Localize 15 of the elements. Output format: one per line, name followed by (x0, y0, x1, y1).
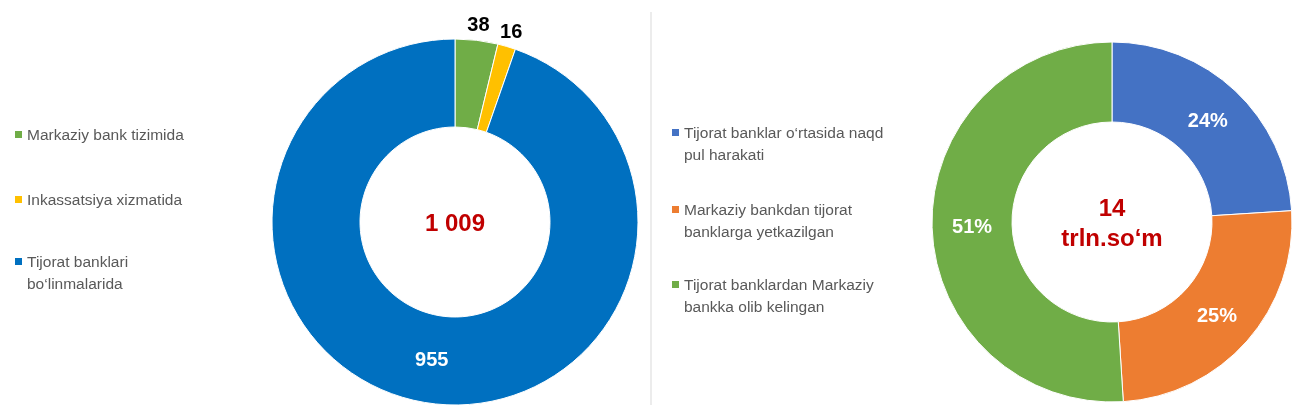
data-label: 16 (500, 20, 523, 43)
donut-slice (271, 38, 639, 406)
text: 1 009 (424, 209, 486, 236)
legend-label: Tijorat banklar o‘rtasida naqd pul harakati (684, 124, 884, 163)
data-label: 25% (1197, 303, 1238, 326)
legend-label: Tijorat banklardan Markaziy bankka olib kelingan (684, 276, 875, 315)
legend-label: Inkassatsiya xizmatida (27, 191, 183, 208)
data-label: 51% (952, 215, 993, 238)
data-label: 38 (467, 13, 490, 36)
legend-label: Markaziy bankdan tijorat banklarga yetkazilgan (684, 201, 853, 240)
legend-label: Markaziy bank tizimida (27, 126, 185, 143)
data-label: 24% (1187, 108, 1229, 131)
data-label: 955 (415, 348, 449, 371)
legend-label: Tijorat banklari bo‘linmalarida (27, 253, 129, 292)
text: 14 trln.so‘m (1061, 194, 1163, 251)
